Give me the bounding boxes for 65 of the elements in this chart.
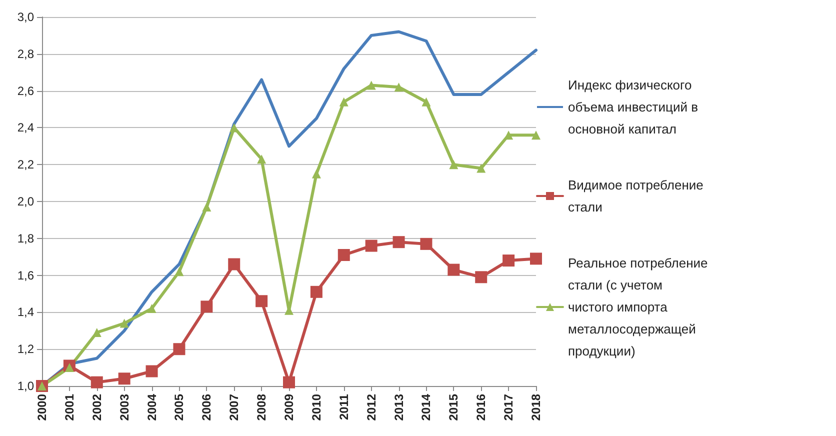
x-tick-label: 2010 xyxy=(309,394,324,421)
legend-label: Индекс физического объема инвестиций в основной капитал xyxy=(568,78,702,136)
y-tick-label: 2,0 xyxy=(17,194,34,208)
point xyxy=(310,286,322,298)
y-tick-label: 1,6 xyxy=(17,268,34,282)
point xyxy=(449,160,458,170)
y-tick-label: 2,6 xyxy=(17,84,34,98)
point xyxy=(338,249,350,262)
y-tick-label: 1,8 xyxy=(17,231,34,246)
y-tick-label: 2,4 xyxy=(17,120,34,135)
point xyxy=(475,271,488,284)
x-tick-label: 2004 xyxy=(144,394,159,421)
x-tick-label: 2011 xyxy=(336,394,351,420)
x-tick-label: 2006 xyxy=(200,394,214,421)
point xyxy=(64,363,74,372)
point xyxy=(422,97,431,106)
point xyxy=(312,169,321,178)
x-tick-label: 2008 xyxy=(254,394,269,421)
legend-label: Видимое потребление стали xyxy=(568,178,708,214)
point xyxy=(448,264,460,276)
point xyxy=(200,300,213,313)
y-tick-label: 3,0 xyxy=(17,10,34,24)
point xyxy=(283,376,295,388)
y-tick-label: 1,0 xyxy=(17,379,34,393)
y-tick-label: 1,2 xyxy=(17,342,34,356)
x-tick-label: 2009 xyxy=(282,394,296,421)
x-tick-label: 2016 xyxy=(474,394,488,421)
point xyxy=(147,304,156,314)
x-tick-label: 2015 xyxy=(446,394,461,421)
y-tick-label: 2,8 xyxy=(17,46,34,61)
x-tick-label: 2012 xyxy=(364,394,378,421)
point xyxy=(366,80,376,90)
point xyxy=(257,154,266,164)
x-tick-label: 2013 xyxy=(392,394,406,421)
point xyxy=(90,376,103,388)
point xyxy=(502,254,515,267)
point xyxy=(394,82,404,92)
point xyxy=(256,295,268,308)
x-tick-label: 2002 xyxy=(90,394,104,421)
point xyxy=(118,372,130,385)
point xyxy=(174,267,184,276)
point xyxy=(228,258,240,270)
y-tick-label: 1,4 xyxy=(17,305,34,320)
x-tick-label: 2003 xyxy=(117,394,132,421)
legend-label: Реальное потребление стали (с учетом чистого импорта металлосодержащей продукции) xyxy=(568,256,712,358)
point xyxy=(173,343,186,356)
x-tick-label: 2007 xyxy=(227,394,242,421)
x-tick-label: 2000 xyxy=(35,394,49,421)
point xyxy=(202,202,212,212)
x-tick-label: 2001 xyxy=(62,394,76,421)
x-tick-label: 2005 xyxy=(172,394,186,421)
point xyxy=(392,236,405,248)
y-tick-label: 2,2 xyxy=(17,158,34,172)
point xyxy=(532,130,540,140)
point xyxy=(365,240,378,252)
point xyxy=(476,164,486,173)
x-tick-label: 2018 xyxy=(529,394,543,421)
point xyxy=(92,328,102,337)
point xyxy=(339,97,348,106)
point xyxy=(530,252,542,265)
point xyxy=(420,238,432,250)
x-tick-label: 2014 xyxy=(419,394,434,421)
point xyxy=(120,318,129,328)
point xyxy=(146,365,158,378)
x-tick-label: 2017 xyxy=(502,394,516,421)
